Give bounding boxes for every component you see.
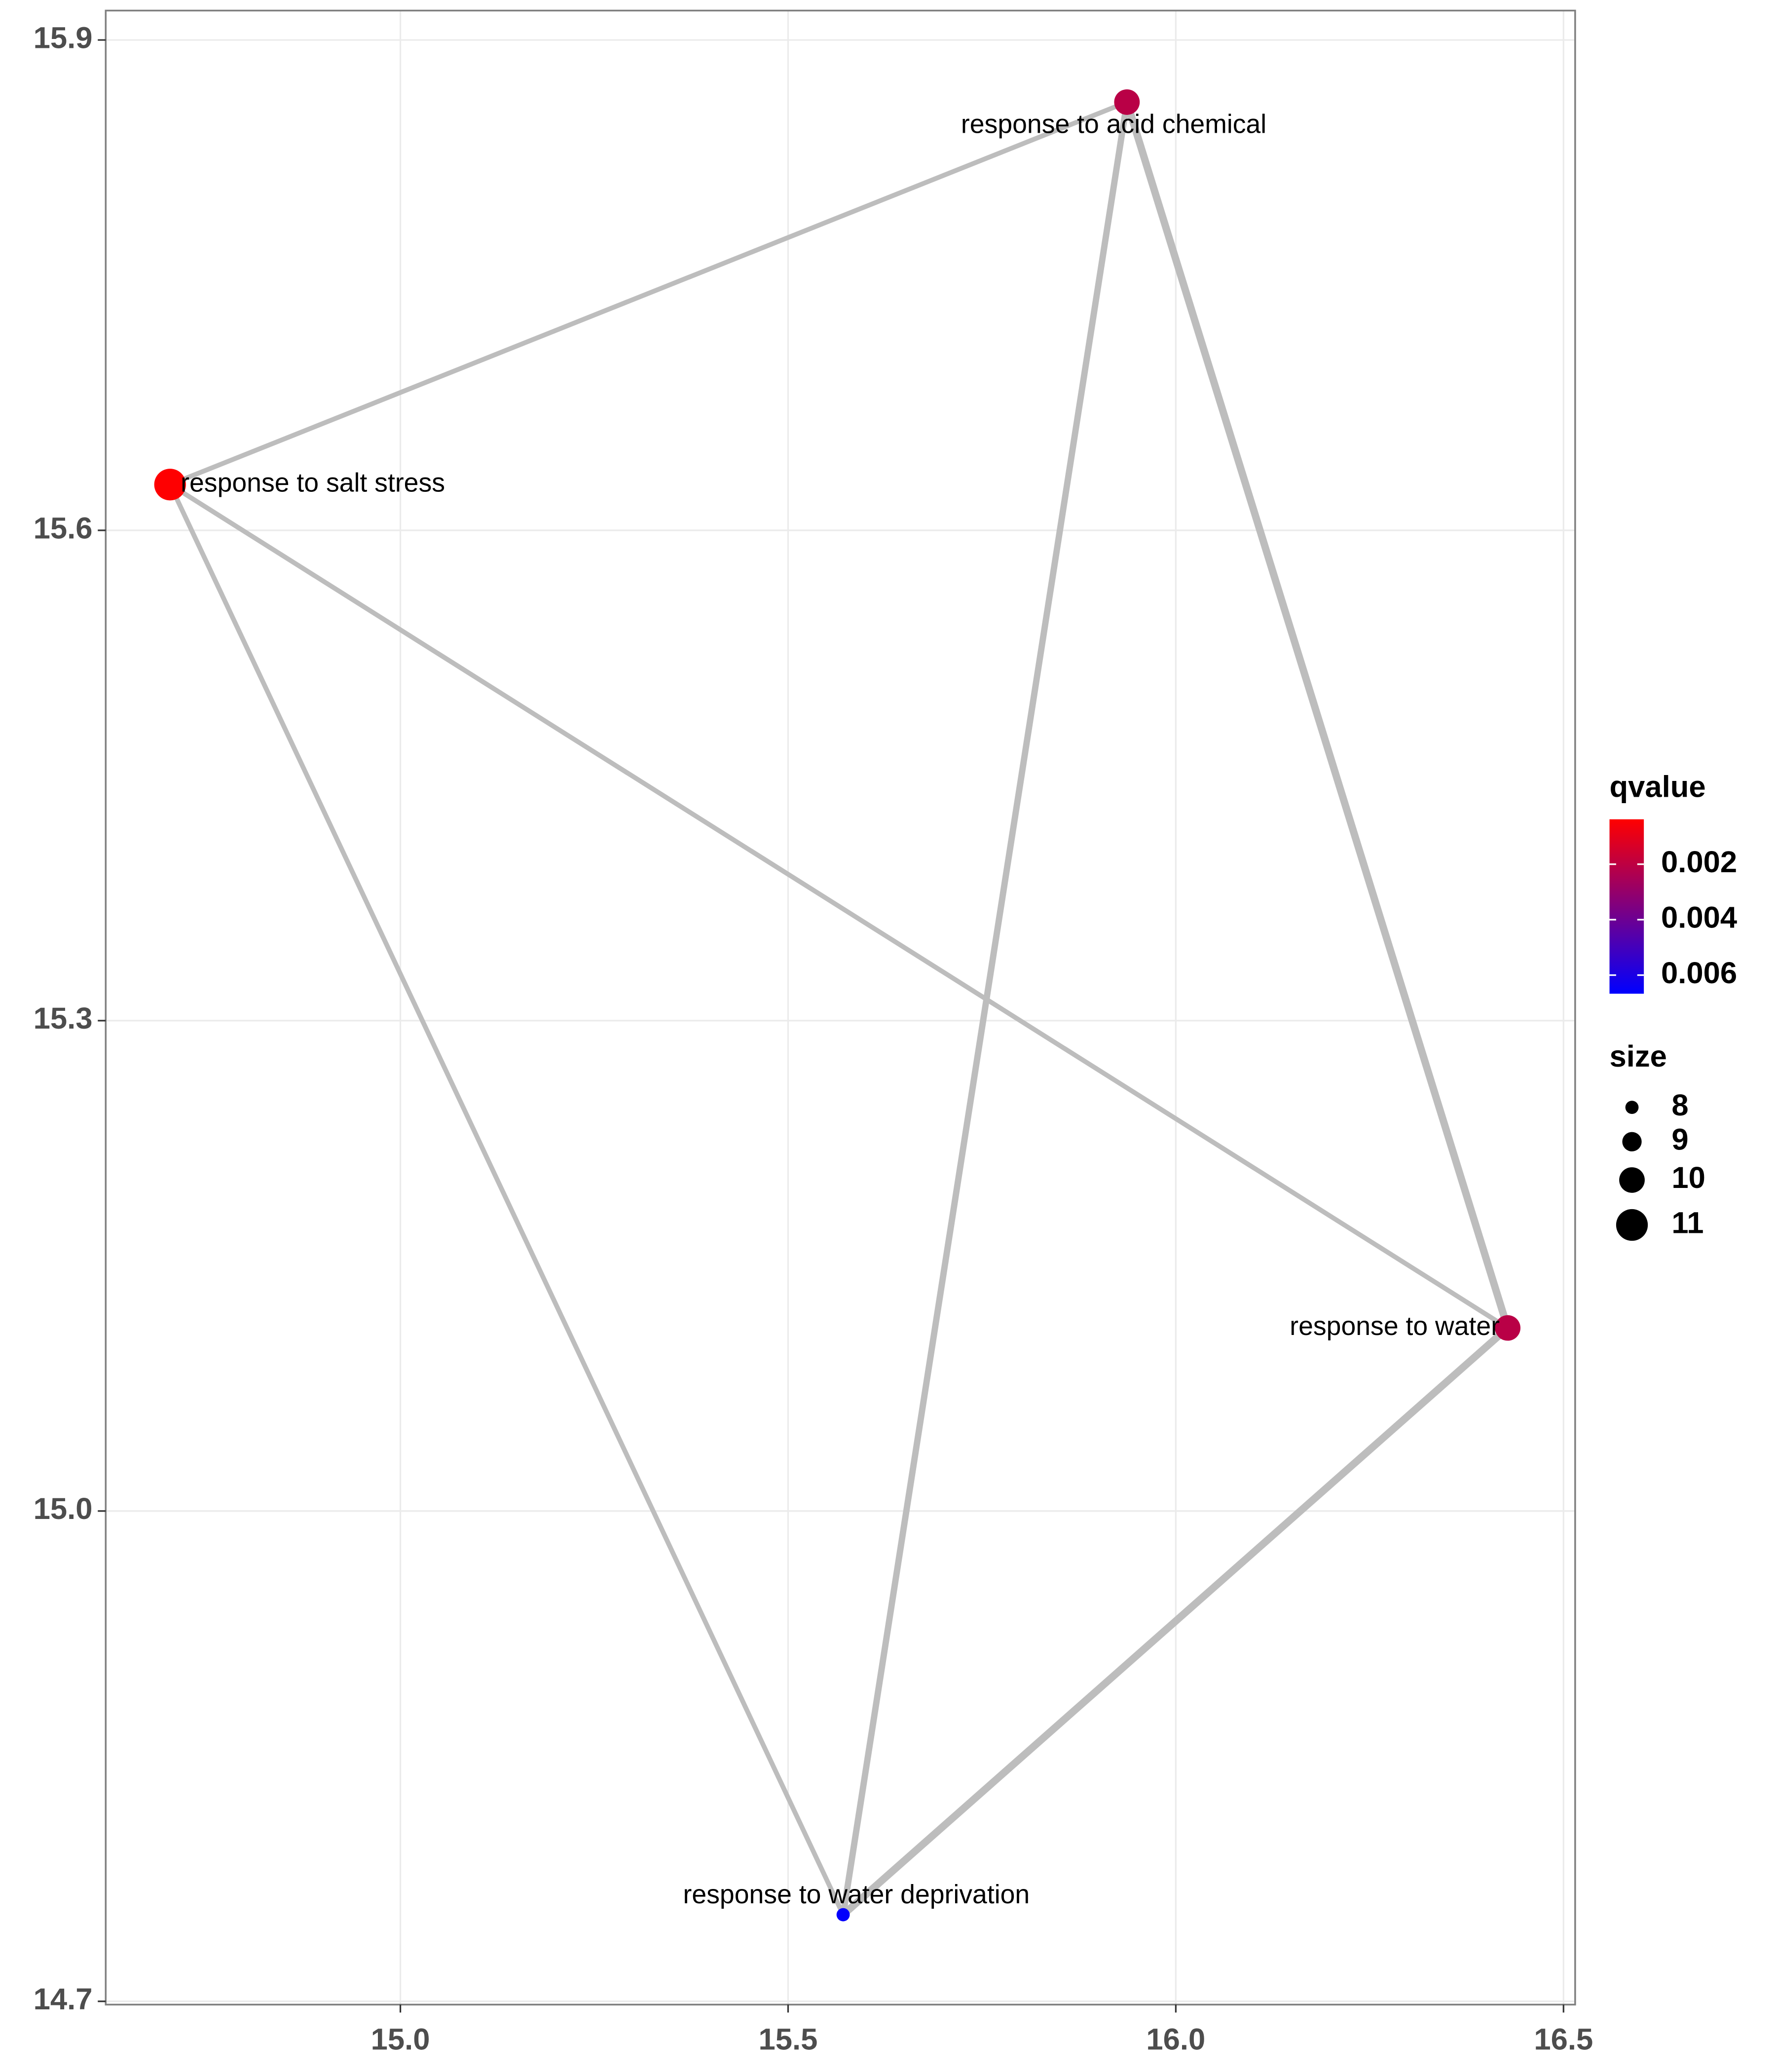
edge xyxy=(167,100,1130,487)
x-tick-label: 16.5 xyxy=(1534,2023,1593,2057)
size-label: 8 xyxy=(1671,1088,1688,1122)
y-tick-label: 15.6 xyxy=(34,511,93,545)
node xyxy=(1114,89,1140,115)
y-tick-label: 15.0 xyxy=(34,1492,93,1526)
node-label: response to water xyxy=(1290,1312,1500,1341)
size-key xyxy=(1616,1209,1648,1241)
colorbar xyxy=(1609,819,1644,994)
node-label: response to salt stress xyxy=(181,468,445,497)
edge xyxy=(167,482,846,1917)
node-label: response to water deprivation xyxy=(683,1880,1030,1909)
size-label: 11 xyxy=(1671,1206,1703,1240)
edge xyxy=(840,99,1130,1918)
edge xyxy=(839,1324,1512,1919)
size-key xyxy=(1622,1132,1642,1151)
edge xyxy=(1123,98,1512,1332)
node xyxy=(836,1908,850,1922)
y-tick-label: 15.3 xyxy=(34,1001,93,1036)
panel-border xyxy=(105,9,1576,2006)
y-tick-label: 15.9 xyxy=(34,21,93,55)
size-label: 9 xyxy=(1671,1123,1688,1157)
node-label: response to acid chemical xyxy=(961,110,1266,139)
colorbar-label: 0.004 xyxy=(1661,900,1737,934)
size-key xyxy=(1625,1101,1639,1114)
colorbar-label: 0.006 xyxy=(1661,956,1737,990)
y-tick-label: 14.7 xyxy=(34,1982,93,2016)
x-tick-label: 15.0 xyxy=(371,2023,430,2057)
size-key xyxy=(1619,1167,1645,1193)
node xyxy=(1495,1315,1521,1341)
size-label: 10 xyxy=(1671,1161,1705,1195)
colorbar-label: 0.002 xyxy=(1661,845,1737,879)
edge xyxy=(167,482,1510,1331)
x-tick-label: 16.0 xyxy=(1146,2023,1205,2057)
legend-title: size xyxy=(1610,1039,1667,1073)
node xyxy=(154,469,186,501)
legend-title: qvalue xyxy=(1610,770,1706,804)
x-tick-label: 15.5 xyxy=(759,2023,818,2057)
